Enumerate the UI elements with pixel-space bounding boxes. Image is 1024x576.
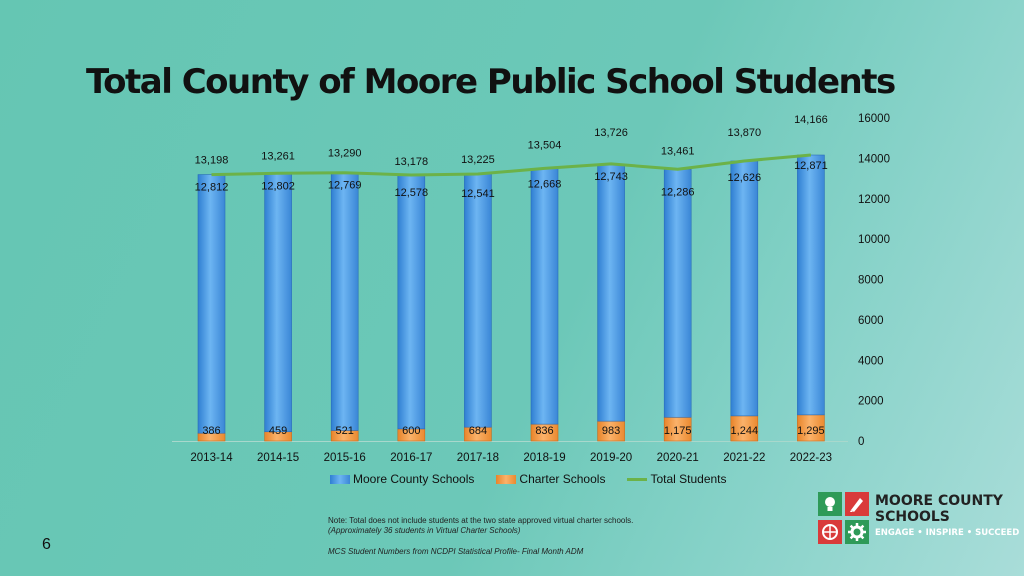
bar-moore-county-schools (663, 168, 692, 418)
y-tick-label: 6000 (858, 315, 884, 327)
x-tick-label: 2017-18 (457, 452, 499, 464)
x-tick-label: 2016-17 (390, 452, 432, 464)
data-label-total-students: 14,166 (794, 114, 828, 126)
y-tick-label: 16000 (858, 113, 890, 125)
note-data-source: MCS Student Numbers from NCDPI Statistic… (328, 547, 584, 556)
note-virtual-charter: Note: Total does not include students at… (328, 516, 634, 525)
y-tick-label: 0 (858, 436, 864, 448)
data-label-charter-schools: 1,295 (797, 425, 825, 437)
legend-label: Total Students (650, 472, 727, 486)
pencil-icon (845, 492, 869, 516)
bar-moore-county-schools (797, 154, 825, 416)
data-label-moore-county-schools: 12,743 (594, 171, 628, 183)
chart-legend: Moore County Schools Charter Schools Tot… (330, 472, 727, 486)
data-label-moore-county-schools: 12,668 (528, 178, 562, 190)
data-label-moore-county-schools: 12,871 (794, 160, 828, 172)
y-tick-label: 8000 (858, 275, 884, 287)
data-label-moore-county-schools: 12,286 (661, 186, 695, 198)
data-label-moore-county-schools: 12,578 (394, 187, 428, 199)
y-tick-label: 2000 (858, 396, 884, 408)
bar-charter-schools (730, 415, 759, 442)
data-label-moore-county-schools: 12,769 (328, 180, 362, 192)
data-label-charter-schools: 521 (336, 425, 354, 437)
data-label-charter-schools: 1,175 (664, 425, 692, 437)
data-label-charter-schools: 684 (469, 425, 487, 437)
x-tick-label: 2014-15 (257, 452, 299, 464)
bar-moore-county-schools (397, 174, 426, 430)
lightbulb-icon (818, 492, 842, 516)
data-label-total-students: 13,290 (328, 148, 362, 160)
logo-name: MOORE COUNTY SCHOOLS (875, 493, 1003, 525)
data-label-moore-county-schools: 12,802 (261, 180, 295, 192)
data-label-total-students: 13,225 (461, 154, 495, 166)
legend-swatch-green-line (627, 477, 648, 481)
x-tick-label: 2018-19 (523, 452, 565, 464)
data-label-total-students: 13,198 (195, 155, 229, 167)
legend-swatch-blue (330, 474, 350, 484)
bar-moore-county-schools (330, 172, 359, 431)
data-label-charter-schools: 600 (402, 425, 420, 437)
data-label-moore-county-schools: 12,541 (461, 188, 495, 200)
legend-item-total-students: Total Students (627, 472, 727, 486)
logo-tagline: ENGAGE • INSPIRE • SUCCEED (875, 528, 1020, 538)
x-tick-label: 2015-16 (324, 452, 366, 464)
data-label-total-students: 13,726 (594, 127, 628, 139)
line-total-students (211, 153, 812, 177)
data-label-charter-schools: 1,244 (731, 425, 759, 437)
bar-moore-county-schools (464, 173, 492, 428)
data-label-charter-schools: 983 (602, 425, 620, 437)
data-label-charter-schools: 459 (269, 425, 287, 437)
bar-moore-county-schools (197, 174, 226, 434)
bar-moore-county-schools (264, 172, 292, 433)
data-label-charter-schools: 386 (202, 425, 220, 437)
y-tick-label: 14000 (858, 153, 890, 165)
gear-icon (845, 520, 869, 544)
y-tick-label: 12000 (858, 194, 890, 206)
bar-charter-schools (797, 414, 825, 442)
data-label-total-students: 13,870 (727, 127, 761, 139)
x-tick-label: 2022-23 (790, 452, 832, 464)
x-tick-label: 2020-21 (657, 452, 699, 464)
bar-moore-county-schools (530, 168, 559, 425)
page-number: 6 (42, 536, 51, 553)
y-tick-label: 4000 (858, 355, 884, 367)
data-label-charter-schools: 836 (535, 425, 553, 437)
bar-moore-county-schools (597, 163, 625, 422)
data-label-moore-county-schools: 12,812 (195, 182, 229, 194)
basketball-icon (818, 520, 842, 544)
y-tick-label: 10000 (858, 234, 890, 246)
legend-item-moore-county-schools: Moore County Schools (330, 472, 474, 486)
data-label-moore-county-schools: 12,626 (727, 172, 761, 184)
bar-moore-county-schools (730, 160, 759, 417)
legend-swatch-orange (496, 474, 517, 484)
page-title: Total County of Moore Public School Stud… (86, 62, 896, 102)
moore-county-schools-logo: MOORE COUNTY SCHOOLS ENGAGE • INSPIRE • … (818, 492, 1020, 548)
data-label-total-students: 13,504 (528, 139, 562, 151)
data-label-total-students: 13,261 (261, 150, 295, 162)
logo-name-line2: SCHOOLS (875, 509, 950, 525)
note-virtual-charter-count: (Approximately 36 students in Virtual Ch… (328, 526, 521, 535)
logo-name-line1: MOORE COUNTY (875, 493, 1003, 509)
x-tick-label: 2021-22 (723, 452, 765, 464)
data-label-total-students: 13,461 (661, 145, 695, 157)
legend-label: Moore County Schools (353, 472, 475, 486)
x-tick-label: 2019-20 (590, 452, 632, 464)
x-tick-label: 2013-14 (190, 452, 233, 464)
data-label-total-students: 13,178 (394, 156, 428, 168)
legend-item-charter-schools: Charter Schools (496, 472, 605, 486)
logo-icon-grid (818, 492, 870, 546)
stacked-bar-chart: 0 2000 4000 6000 8000 10000 12000 14000 16000 13… (172, 113, 890, 464)
legend-label: Charter Schools (519, 472, 606, 486)
